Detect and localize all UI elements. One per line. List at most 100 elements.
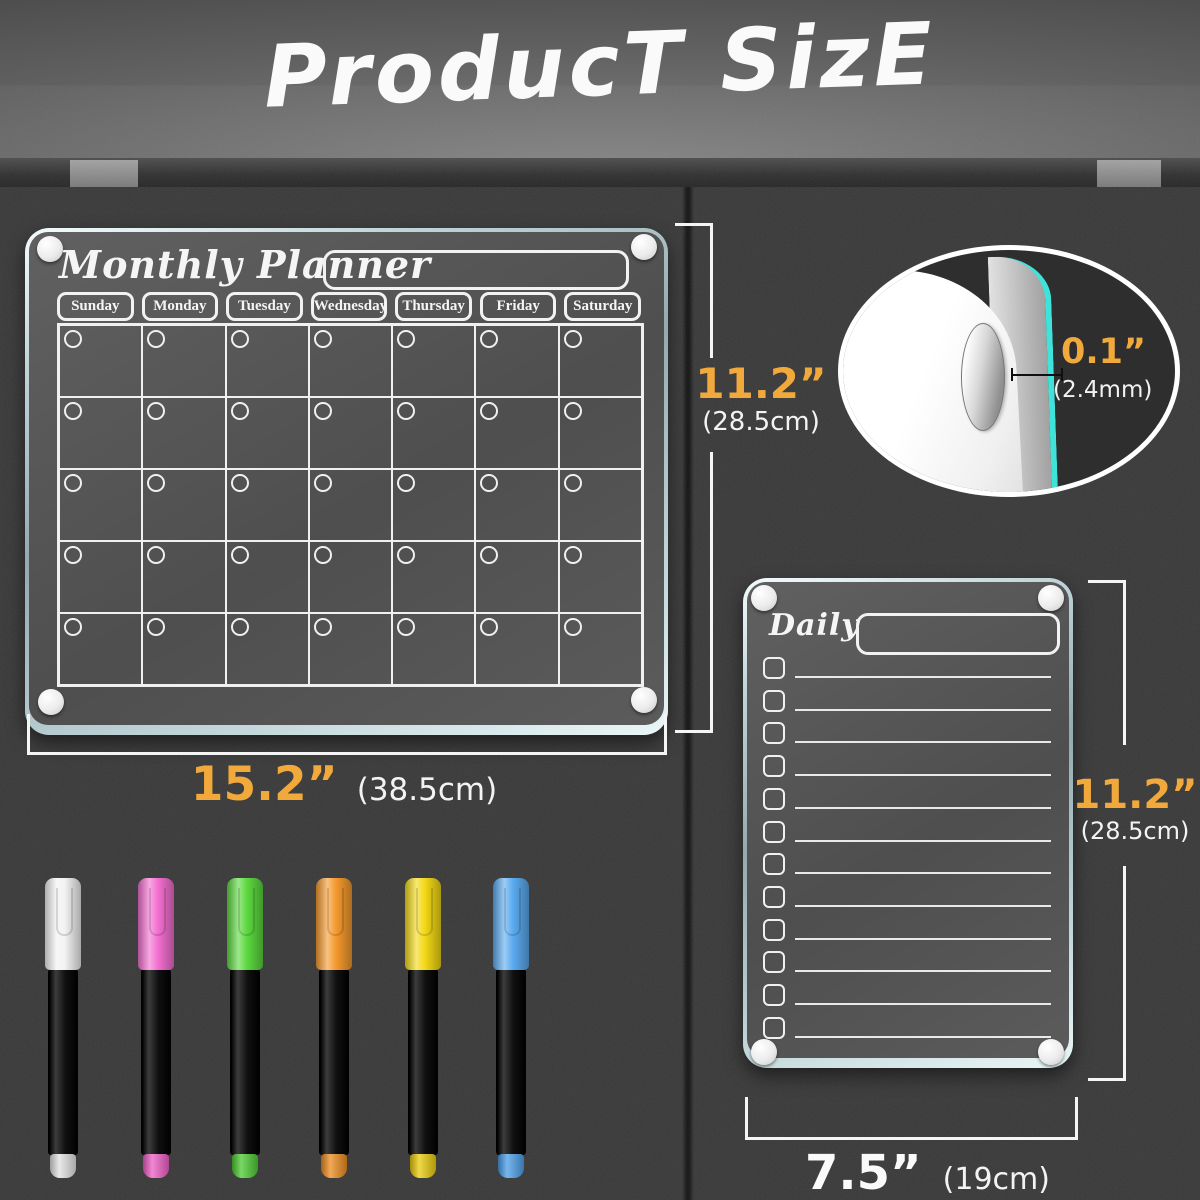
daily-height-cm: (28.5cm) — [1080, 817, 1190, 845]
marker-set — [0, 878, 560, 1198]
fridge-top-edge — [0, 158, 1200, 188]
daily-board: Daily — [743, 578, 1073, 1068]
screw-hole — [631, 234, 657, 260]
marker-end-plug — [410, 1154, 436, 1178]
date-circle-icon — [147, 618, 166, 636]
marker-end-plug — [50, 1154, 76, 1178]
day-header-saturday: Saturday — [564, 292, 642, 321]
calendar-cell — [59, 541, 143, 613]
fridge-hinge-right — [1097, 160, 1161, 187]
calendar-cell — [558, 469, 642, 541]
calendar-cell — [392, 397, 476, 469]
marker-orange — [316, 878, 352, 1178]
date-circle-icon — [230, 330, 249, 348]
checkbox-icon — [763, 853, 785, 876]
calendar-cell — [59, 397, 143, 469]
date-circle-icon — [397, 618, 416, 636]
calendar-cell — [558, 541, 642, 613]
marker-white — [45, 878, 81, 1178]
writing-line — [795, 839, 1051, 842]
date-circle-icon — [480, 546, 499, 564]
calendar-cell — [392, 541, 476, 613]
calendar-cell — [308, 325, 393, 397]
marker-cap-clip — [149, 888, 166, 936]
marker-body — [496, 969, 526, 1155]
calendar-cell — [558, 397, 642, 469]
date-circle-icon — [480, 330, 499, 348]
date-circle-icon — [313, 618, 332, 636]
daily-height-inches: 11.2” — [1072, 772, 1198, 818]
checkbox-icon — [763, 755, 785, 778]
date-circle-icon — [313, 402, 332, 420]
daily-width-bracket — [745, 1097, 1078, 1140]
checkbox-icon — [763, 918, 785, 941]
monthly-grid — [57, 323, 644, 687]
daily-checklist-row — [763, 851, 1051, 876]
daily-checklist-row — [763, 884, 1051, 909]
calendar-cell — [225, 541, 309, 613]
thickness-inches: 0.1” — [1061, 332, 1147, 372]
calendar-cell — [392, 325, 476, 397]
writing-line — [795, 676, 1051, 678]
date-circle-icon — [230, 618, 249, 636]
calendar-cell — [475, 541, 559, 613]
calendar-cell — [308, 397, 393, 469]
date-circle-icon — [230, 474, 249, 492]
screw-hole — [38, 689, 64, 715]
checkbox-icon — [763, 984, 785, 1007]
writing-line — [795, 970, 1051, 973]
calendar-cell — [475, 397, 559, 469]
writing-line — [795, 708, 1051, 711]
daily-width-inches: 7.5” — [805, 1145, 922, 1200]
marker-cap-clip — [327, 888, 344, 936]
calendar-cell — [59, 325, 143, 397]
calendar-cell — [142, 541, 226, 613]
marker-yellow — [405, 878, 441, 1178]
screw-hole — [631, 687, 657, 713]
marker-cap-clip — [56, 888, 73, 936]
date-circle-icon — [147, 474, 166, 492]
checkbox-icon — [763, 951, 785, 974]
day-header-sunday: Sunday — [57, 292, 134, 321]
monthly-width-inches: 15.2” — [190, 757, 338, 812]
calendar-cell — [392, 469, 476, 541]
marker-cap — [45, 878, 81, 970]
calendar-cell — [142, 613, 226, 685]
calendar-cell — [475, 469, 559, 541]
checkbox-icon — [763, 722, 785, 745]
daily-checklist-row — [763, 753, 1051, 778]
monthly-board-title: Monthly Planner — [59, 242, 432, 287]
date-circle-icon — [64, 402, 82, 420]
daily-date-box — [856, 613, 1060, 655]
month-name-box — [323, 250, 629, 290]
checkbox-icon — [763, 787, 785, 810]
calendar-cell — [392, 613, 476, 685]
daily-width-cm: (19cm) — [942, 1162, 1050, 1197]
marker-body — [319, 969, 349, 1155]
day-header-row: Sunday Monday Tuesday Wednesday Thursday Frid… — [57, 292, 642, 321]
caliper-icon — [1011, 368, 1063, 381]
marker-end-plug — [498, 1154, 524, 1178]
date-circle-icon — [147, 402, 166, 420]
thickness-mm: (2.4mm) — [1053, 377, 1153, 403]
monthly-planner-board: Monthly Planner Sunday Monday Tuesday Wedne… — [25, 228, 668, 735]
writing-line — [795, 1035, 1051, 1038]
monthly-height-bracket-upper — [675, 223, 713, 358]
date-circle-icon — [230, 402, 249, 420]
calendar-cell — [142, 397, 226, 469]
date-circle-icon — [563, 474, 582, 492]
monthly-planner-surface: Monthly Planner Sunday Monday Tuesday Wedne… — [29, 232, 664, 725]
date-circle-icon — [64, 474, 82, 492]
monthly-width-cm: (38.5cm) — [356, 772, 498, 808]
date-circle-icon — [563, 618, 582, 636]
daily-height-bracket-lower — [1088, 866, 1126, 1081]
day-header-wednesday: Wednesday — [310, 292, 388, 321]
daily-checklist-row — [763, 786, 1051, 810]
marker-end-plug — [321, 1154, 347, 1178]
marker-cap — [227, 878, 263, 970]
day-header-friday: Friday — [479, 292, 557, 321]
calendar-cell — [225, 469, 309, 541]
date-circle-icon — [563, 402, 582, 420]
day-header-tuesday: Tuesday — [226, 292, 303, 321]
calendar-cell — [225, 325, 309, 397]
